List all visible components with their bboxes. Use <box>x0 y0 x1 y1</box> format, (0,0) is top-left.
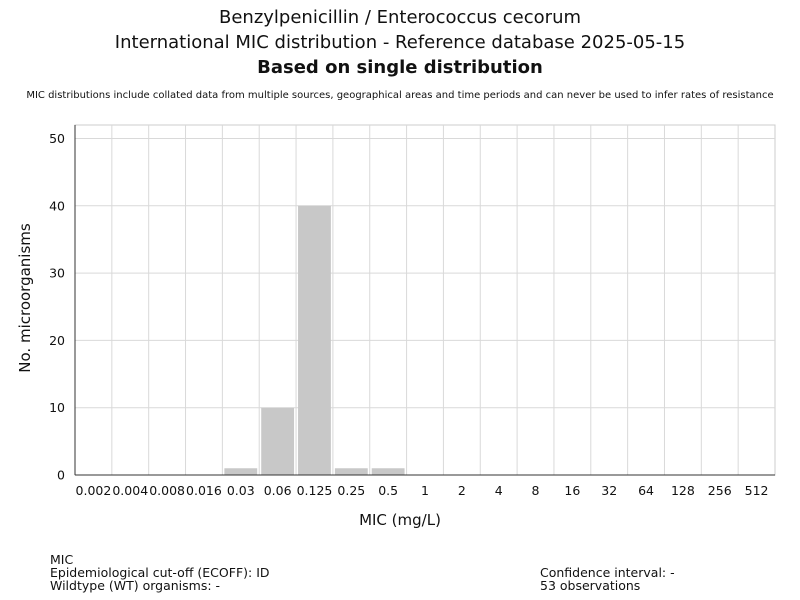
x-tick-label: 4 <box>495 483 503 498</box>
x-tick-label: 0.06 <box>264 483 292 498</box>
bar-0.06 <box>261 407 295 475</box>
x-tick-label: 8 <box>532 483 540 498</box>
x-tick-label: 0.25 <box>337 483 365 498</box>
y-tick-label: 10 <box>49 400 65 415</box>
plot-frame <box>74 124 776 476</box>
footer-ecoff: Epidemiological cut-off (ECOFF): ID <box>50 565 270 580</box>
chart-title: Benzylpenicillin / Enterococcus cecorum <box>218 7 582 28</box>
y-tick-label: 0 <box>57 468 65 483</box>
y-axis-label: No. microorganisms <box>16 223 34 373</box>
x-tick-label: 128 <box>671 483 695 498</box>
x-tick-label: 0.125 <box>297 483 333 498</box>
y-tick-label: 30 <box>49 266 65 281</box>
x-axis-label: MIC (mg/L) <box>359 511 441 529</box>
x-tick-label: 0.002 <box>76 483 112 498</box>
y-tick-label: 40 <box>49 198 65 213</box>
chart-title-basis: Based on single distribution <box>257 57 543 78</box>
footer-observations: 53 observations <box>540 578 641 593</box>
bar-0.25 <box>334 468 368 475</box>
x-tick-label: 1 <box>421 483 429 498</box>
y-tick-label: 20 <box>49 333 65 348</box>
x-tick-label: 64 <box>638 483 654 498</box>
bar-0.5 <box>371 468 405 475</box>
bar-0.03 <box>224 468 258 475</box>
x-tick-label: 2 <box>458 483 466 498</box>
x-tick-label: 256 <box>708 483 732 498</box>
footer-wildtype: Wildtype (WT) organisms: - <box>50 578 221 593</box>
x-tick-label: 0.5 <box>378 483 398 498</box>
bar-0.125 <box>298 205 331 475</box>
x-tick-label: 0.008 <box>149 483 185 498</box>
x-tick-label: 0.004 <box>112 483 148 498</box>
x-tick-label: 512 <box>745 483 769 498</box>
chart-disclaimer: MIC distributions include collated data … <box>26 90 774 101</box>
x-tick-label: 16 <box>564 483 580 498</box>
footer-confidence-interval: Confidence interval: - <box>540 565 675 580</box>
x-tick-label: 32 <box>601 483 617 498</box>
y-tick-label: 50 <box>49 131 65 146</box>
chart-title-database: International MIC distribution - Referen… <box>114 32 686 53</box>
x-tick-label: 0.03 <box>227 483 255 498</box>
footer-mic: MIC <box>50 552 74 567</box>
x-tick-label: 0.016 <box>186 483 222 498</box>
